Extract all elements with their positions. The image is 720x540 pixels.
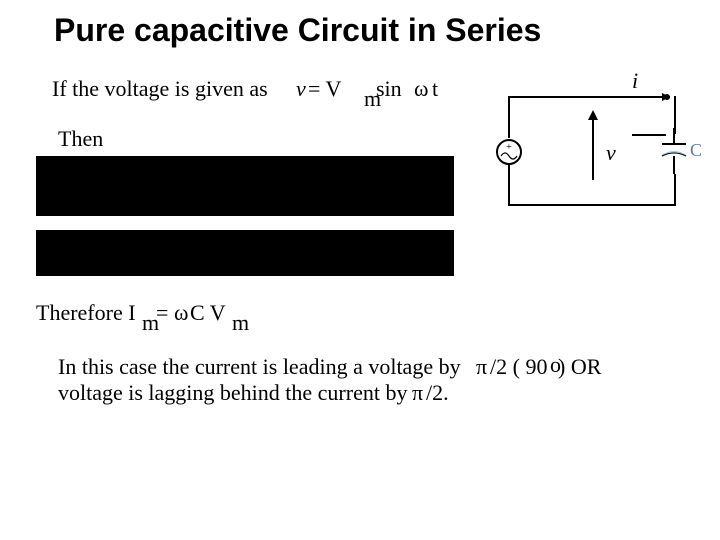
slide-title: Pure capacitive Circuit in Series [54,12,541,49]
capacitor-label-c: C [690,140,702,161]
redact-box-1 [36,156,454,216]
capacitor-icon [658,128,694,174]
then-label: Then [58,126,103,152]
para-l1b: /2 ( 90 [490,354,547,380]
wire-left-top [508,96,510,138]
wire-right-bottom [674,174,676,204]
wire-bottom [508,204,676,206]
line1-sin: sin [376,76,402,102]
voltage-arrow-icon [586,110,600,180]
wire-left-bottom [508,164,510,206]
therefore-mid: = [156,300,168,326]
terminal-dot [664,94,670,100]
therefore-tail: C V [190,300,226,326]
line1-t: t [432,76,438,102]
circuit-diagram: i C [486,96,694,206]
para-l1c: ) OR [558,354,601,380]
svg-text:+: + [506,142,512,153]
therefore-omega: ω [174,300,188,326]
para-l1a: In this case the current is leading a vo… [58,354,461,380]
para-l2b: /2. [426,380,449,406]
therefore-sub-m2: m [232,310,249,336]
current-label-i: i [632,68,638,94]
redact-box-2 [36,230,454,276]
wire-top [508,96,670,98]
therefore-lead: Therefore I [36,300,136,326]
para-l2a: voltage is lagging behind the current by [58,380,407,406]
line1-eqs: = V [308,76,341,102]
para-l2-pi: π [412,380,423,406]
line1-omega: ω [414,76,428,102]
line1-lead: If the voltage is given as [52,76,268,102]
ac-source-icon: + [495,138,523,166]
para-l1-pi: π [476,354,487,380]
voltage-label-v: v [606,140,616,166]
line1-v: v [296,76,306,102]
